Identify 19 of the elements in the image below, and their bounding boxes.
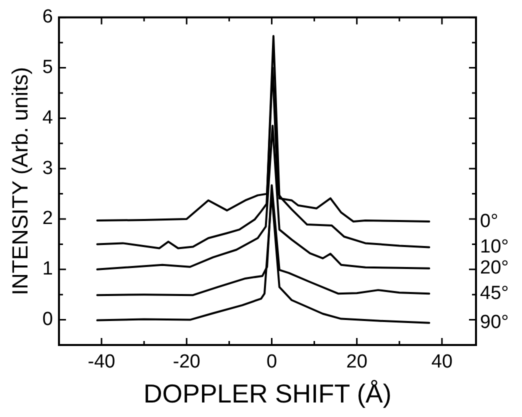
y-tick-label: 6	[42, 6, 53, 28]
legend-label: 10°	[480, 236, 509, 258]
x-tick-label: -20	[172, 352, 200, 373]
legend-label: 45°	[480, 282, 509, 304]
y-tick-label: 2	[42, 208, 53, 230]
legend-label: 20°	[480, 258, 509, 279]
y-tick-label: 1	[42, 258, 53, 280]
y-tick-label: 0	[42, 309, 53, 330]
x-tick-label: 20	[346, 352, 368, 373]
x-tick-label: 40	[431, 352, 453, 373]
y-tick-label: 4	[42, 107, 54, 128]
y-tick-label: 5	[42, 57, 53, 78]
y-axis-title: INTENSITY (Arb. units)	[7, 67, 32, 296]
x-axis-title: DOPPLER SHIFT (Å)	[143, 378, 392, 409]
legend-label: 90°	[480, 312, 509, 334]
y-tick-label: 3	[42, 158, 53, 179]
legend-label: 0°	[480, 210, 498, 232]
x-tick-label: -40	[88, 352, 116, 373]
x-tick-label: 0	[266, 352, 278, 373]
